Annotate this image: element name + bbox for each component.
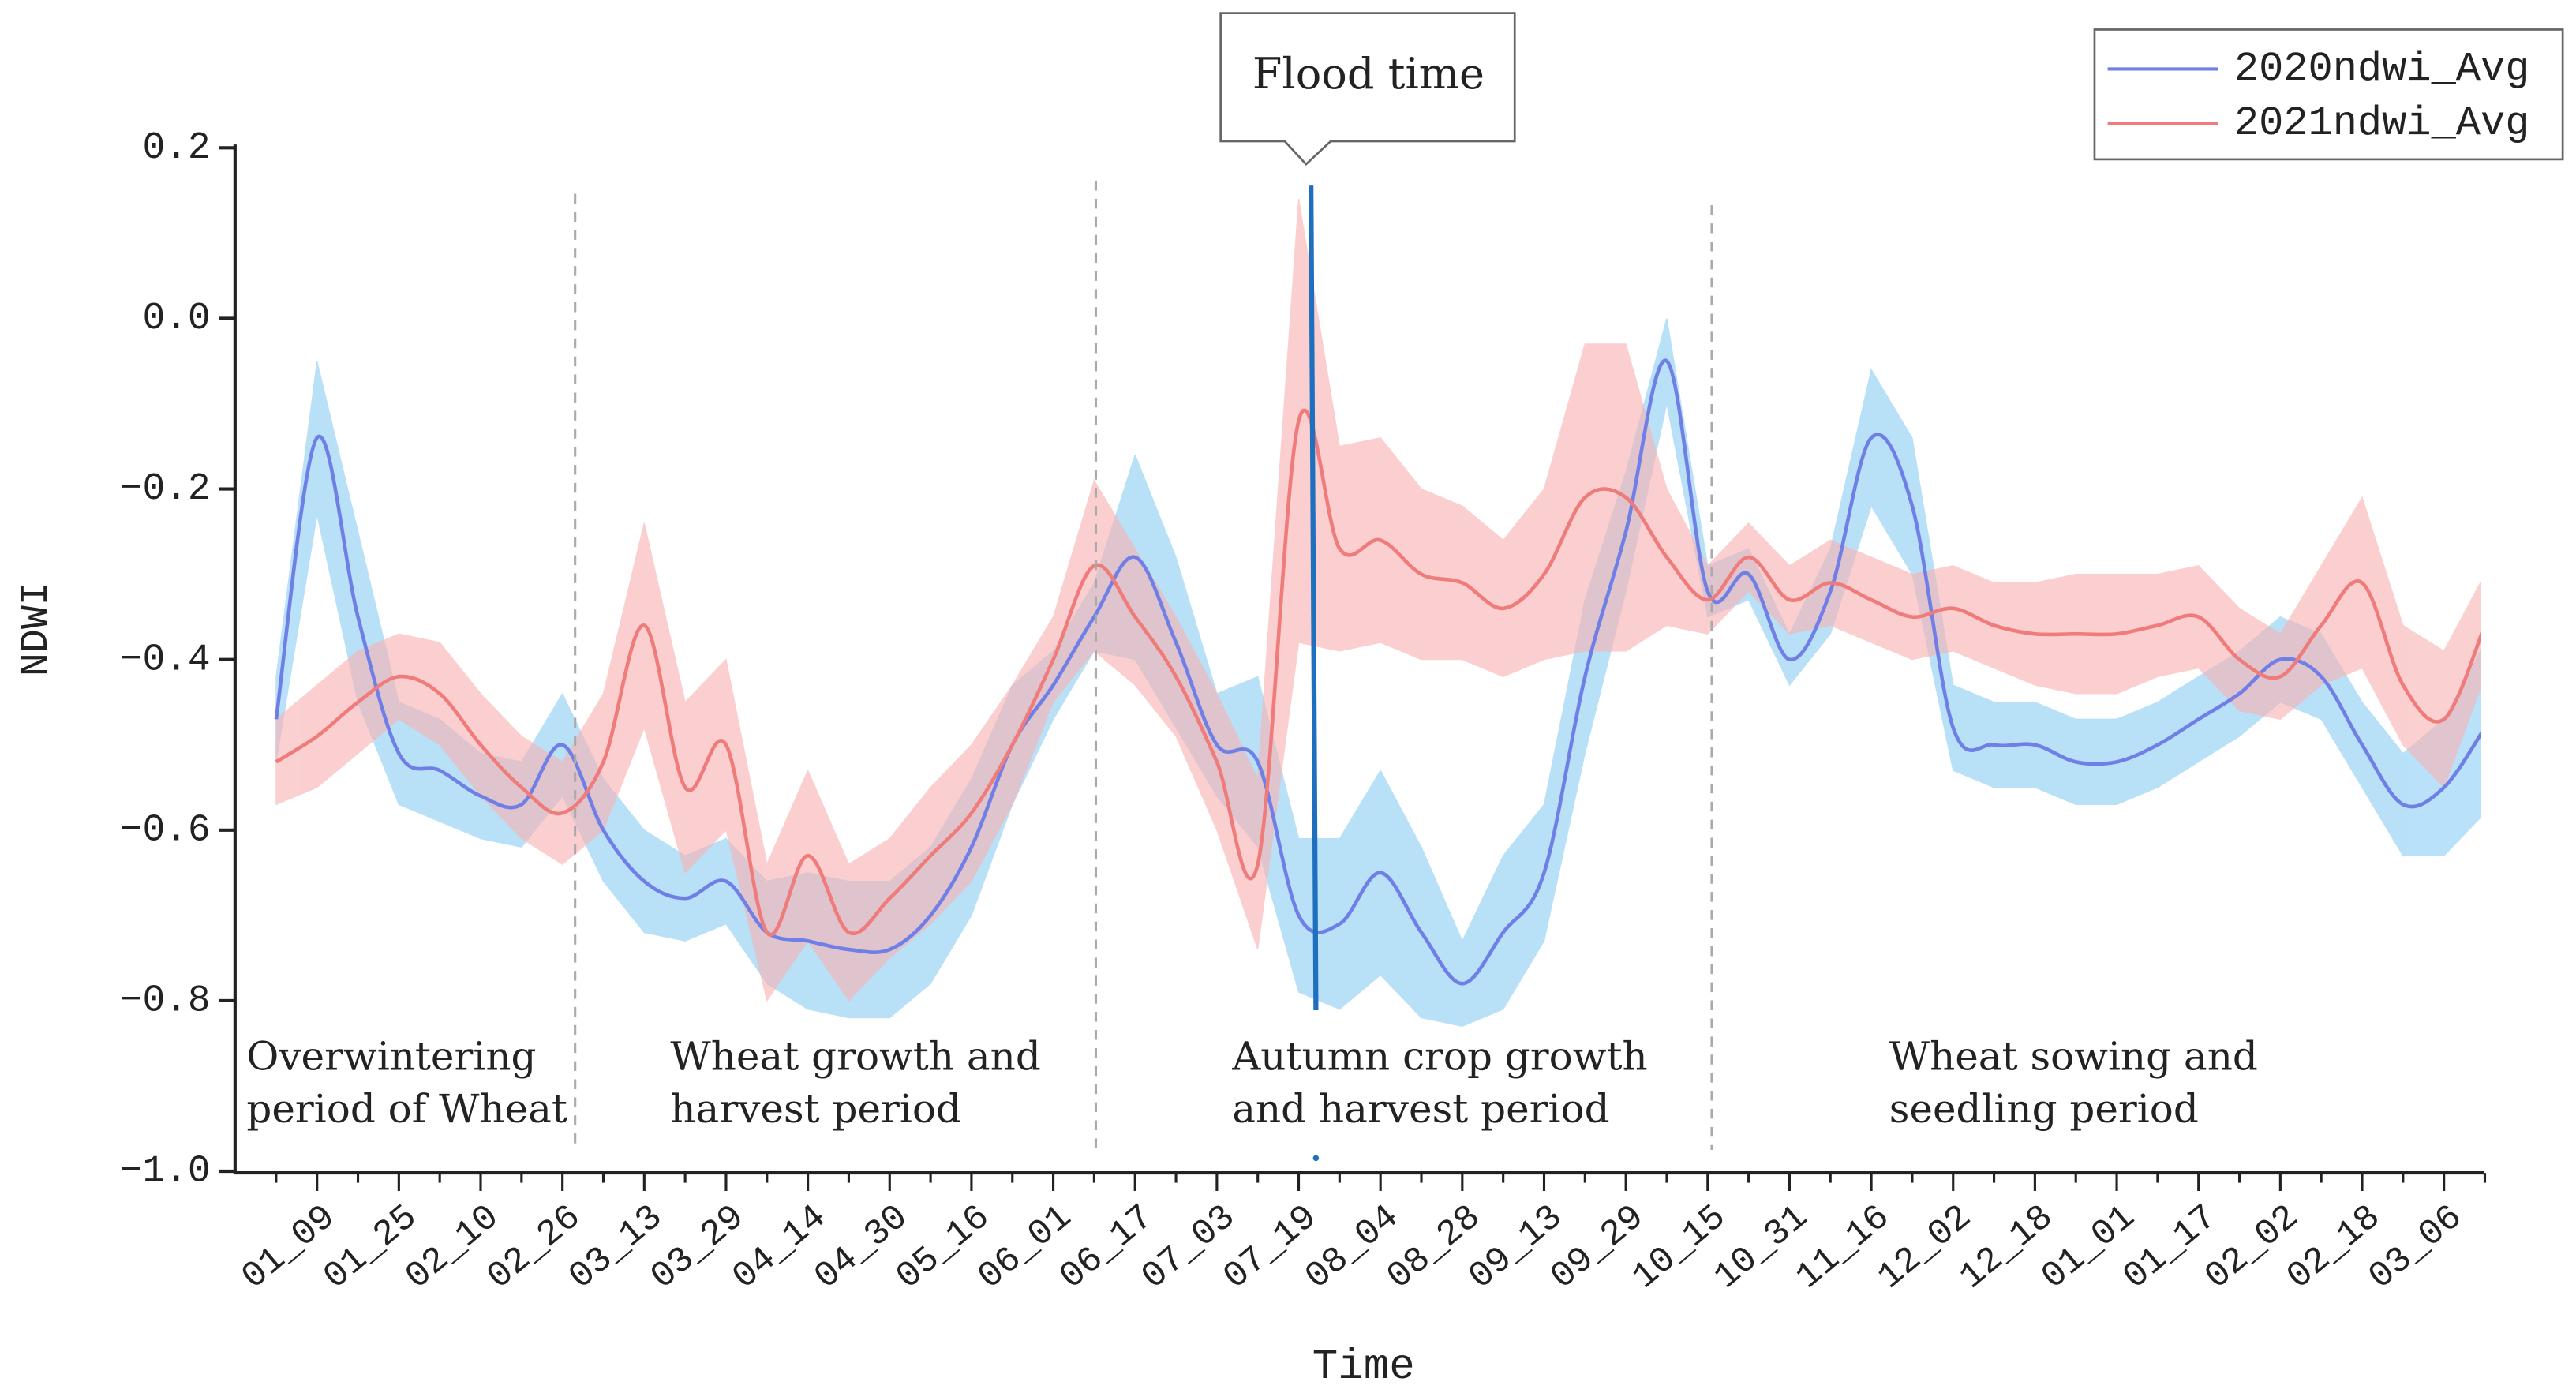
x-tick-label: 05_16 bbox=[889, 1196, 998, 1298]
band-segment bbox=[2320, 496, 2363, 687]
series-line bbox=[274, 358, 2481, 986]
x-tick-label: 04_30 bbox=[807, 1196, 916, 1298]
x-tick-label: 08_28 bbox=[1380, 1196, 1489, 1298]
x-tick-label: 10_31 bbox=[1706, 1196, 1816, 1298]
band-segment bbox=[1297, 199, 1340, 652]
x-tick-label: 02_26 bbox=[479, 1196, 589, 1298]
x-tick-label: 12_18 bbox=[1952, 1196, 2061, 1298]
band-segment bbox=[1421, 488, 1463, 661]
band-segment bbox=[1829, 539, 1872, 643]
x-tick-label: 12_02 bbox=[1870, 1196, 1980, 1298]
band-segment bbox=[1543, 343, 1586, 661]
y-tick-label: −0.6 bbox=[120, 809, 211, 852]
y-tick-label: −0.2 bbox=[120, 468, 211, 511]
legend-label: 2020ndwi_Avg bbox=[2234, 46, 2530, 92]
y-tick-label: 0.2 bbox=[142, 127, 210, 170]
x-axis-label: Time bbox=[1312, 1343, 1415, 1391]
x-tick-label: 01_17 bbox=[2115, 1196, 2225, 1298]
x-tick-label: 03_29 bbox=[643, 1196, 753, 1298]
band-segment bbox=[1788, 539, 1831, 635]
x-tick-label: 09_29 bbox=[1543, 1196, 1653, 1298]
x-tick-label: 07_19 bbox=[1215, 1196, 1325, 1298]
x-tick-label: 04_14 bbox=[724, 1196, 834, 1298]
series-line bbox=[275, 408, 2481, 937]
y-tick-label: −1.0 bbox=[120, 1151, 211, 1193]
band-segment bbox=[1870, 368, 1913, 576]
band-segment bbox=[2157, 565, 2200, 678]
x-tick-label: 08_04 bbox=[1297, 1196, 1407, 1298]
y-tick-label: −0.8 bbox=[120, 980, 211, 1023]
bands bbox=[275, 199, 2481, 1028]
band-segment bbox=[316, 361, 359, 702]
x-tick-label: 03_06 bbox=[2361, 1196, 2470, 1298]
lines bbox=[274, 358, 2481, 986]
band bbox=[275, 199, 2481, 1002]
period-label: Overwintering bbox=[246, 1033, 536, 1079]
x-tick-label: 10_15 bbox=[1625, 1196, 1735, 1298]
x-tick-label: 06_17 bbox=[1052, 1196, 1162, 1298]
callout-text: Flood time bbox=[1252, 49, 1485, 99]
x-tick-label: 11_16 bbox=[1788, 1196, 1898, 1298]
flood-line bbox=[1309, 185, 1319, 1011]
x-tick-label: 02_10 bbox=[398, 1196, 507, 1298]
callout-box bbox=[1219, 12, 1516, 167]
band-segment bbox=[1339, 436, 1381, 652]
x-tick-label: 09_13 bbox=[1461, 1196, 1571, 1298]
legend-entries: 2020ndwi_Avg 2021ndwi_Avg bbox=[2107, 46, 2530, 147]
x-tick-label: 02_02 bbox=[2197, 1196, 2307, 1298]
y-tick-label: −0.4 bbox=[120, 638, 211, 681]
x-tick-label: 07_03 bbox=[1134, 1196, 1244, 1298]
period-label: Wheat growth and bbox=[670, 1033, 1040, 1079]
band-segment bbox=[1462, 504, 1504, 678]
period-label: Autumn crop growth bbox=[1231, 1033, 1647, 1079]
x-tick-label: 01_25 bbox=[316, 1196, 425, 1298]
x-tick-label: 01_09 bbox=[234, 1196, 343, 1298]
period-label: and harvest period bbox=[1232, 1086, 1609, 1132]
x-tick-label: 02_18 bbox=[2279, 1196, 2389, 1298]
x-tick-label: 03_13 bbox=[561, 1196, 671, 1298]
y-tick-label: 0.0 bbox=[142, 298, 210, 340]
period-label: seedling period bbox=[1889, 1086, 2199, 1132]
period-label: Wheat sowing and bbox=[1889, 1033, 2258, 1079]
band-segment bbox=[1421, 847, 1463, 1028]
band-segment bbox=[1339, 768, 1381, 1011]
flood-dot bbox=[1312, 1155, 1320, 1162]
legend-label: 2021ndwi_Avg bbox=[2234, 100, 2530, 147]
band-segment bbox=[2361, 497, 2404, 746]
legend bbox=[2093, 28, 2564, 161]
x-tick-label: 06_01 bbox=[970, 1196, 1080, 1298]
band-segment bbox=[1503, 803, 1545, 1011]
x-tick-label: 01_01 bbox=[2034, 1196, 2144, 1298]
band-segment bbox=[1380, 436, 1422, 661]
period-dividers bbox=[574, 180, 1713, 1150]
band-segment bbox=[1953, 684, 1995, 788]
band-segment bbox=[1052, 480, 1095, 704]
period-label: period of Wheat bbox=[246, 1086, 567, 1132]
period-label: harvest period bbox=[670, 1086, 961, 1132]
y-axis-label: NDWI bbox=[13, 582, 58, 676]
